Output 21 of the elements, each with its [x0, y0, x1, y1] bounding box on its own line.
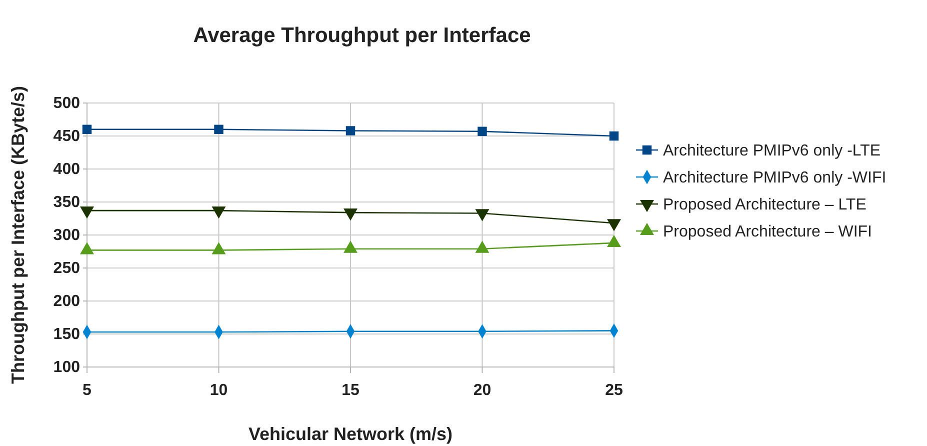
y-axis-title: Throughput per Interface (KByte/s) [8, 86, 28, 384]
x-tick-label: 25 [605, 382, 623, 400]
legend-label: Proposed Architecture – LTE [663, 196, 866, 214]
x-tick-label: 5 [82, 382, 92, 400]
y-tick-label: 300 [53, 227, 80, 244]
legend-label: Architecture PMIPv6 only -LTE [663, 142, 881, 160]
y-tick-label: 500 [53, 95, 80, 112]
legend-label: Architecture PMIPv6 only -WIFI [663, 170, 886, 187]
x-tick-label: 15 [342, 382, 360, 400]
y-tick-label: 150 [53, 326, 80, 344]
x-tick-label: 10 [210, 382, 228, 400]
y-tick-label: 450 [53, 128, 80, 146]
y-tick-label: 200 [53, 293, 80, 310]
y-tick-label: 100 [53, 359, 80, 376]
legend-label: Proposed Architecture – WIFI [663, 224, 872, 241]
chart-title: Average Throughput per Interface [193, 24, 531, 47]
x-axis-title: Vehicular Network (m/s) [248, 424, 453, 444]
y-tick-label: 400 [53, 161, 80, 178]
y-tick-label: 350 [53, 194, 80, 212]
x-tick-label: 20 [473, 382, 492, 400]
y-tick-label: 250 [53, 260, 80, 278]
